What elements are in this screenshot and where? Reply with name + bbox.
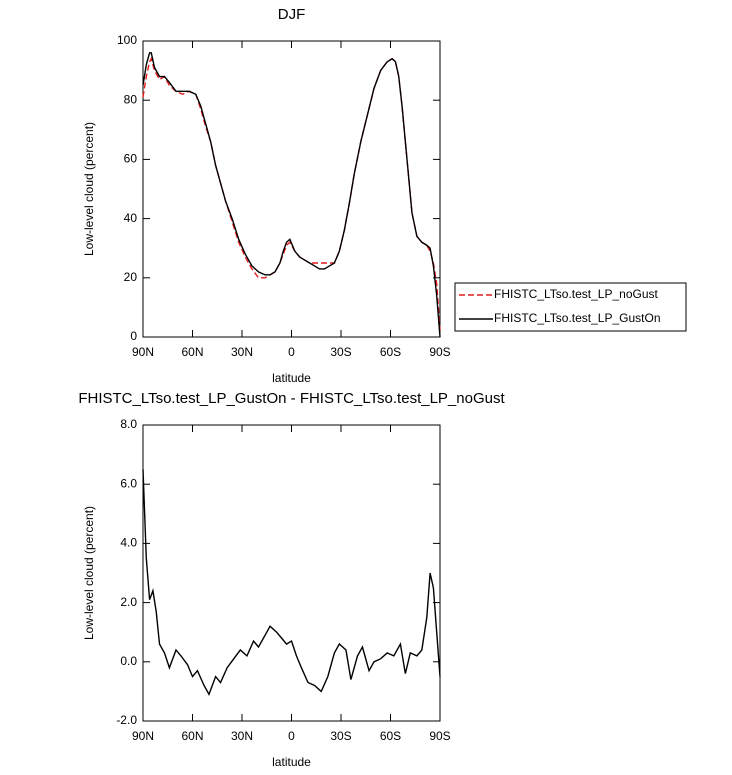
y-tick-label: 100 [117,33,137,47]
y-tick-label: 4.0 [120,536,137,550]
y-tick-label: 20 [124,270,138,284]
x-tick-label: 0 [288,345,295,359]
y-tick-label: 2.0 [120,595,137,609]
plot-frame [142,40,441,338]
x-tick-label: 90N [132,729,154,743]
data-line [142,56,441,332]
y-tick-label: 80 [124,92,138,106]
legend-label: FHISTC_LTso.test_LP_noGust [494,287,659,301]
x-tick-label: 30S [330,345,351,359]
y-tick-label: 8.0 [120,417,137,431]
y-tick-label: 6.0 [120,476,137,490]
y-tick-label: 0 [130,329,137,343]
y-axis-label: Low-level cloud (percent) [82,122,96,256]
data-line [142,52,441,338]
x-tick-label: 60S [380,729,401,743]
x-tick-label: 60S [380,345,401,359]
x-tick-label: 90S [429,729,450,743]
x-axis-label: latitude [272,371,311,385]
y-tick-label: -2.0 [116,713,137,727]
x-tick-label: 30N [231,729,253,743]
x-tick-label: 30N [231,345,253,359]
x-tick-label: 60N [181,729,203,743]
legend-label: FHISTC_LTso.test_LP_GustOn [494,311,661,325]
y-axis-label: Low-level cloud (percent) [82,506,96,640]
chart-title: FHISTC_LTso.test_LP_GustOn - FHISTC_LTso… [78,390,505,407]
plot-frame [142,424,441,722]
x-tick-label: 90S [429,345,450,359]
data-line [142,469,441,697]
chart-title: DJF [278,6,306,23]
x-axis-label: latitude [272,755,311,769]
x-tick-label: 0 [288,729,295,743]
x-tick-label: 30S [330,729,351,743]
y-tick-label: 60 [124,152,138,166]
y-tick-label: 40 [124,211,138,225]
x-tick-label: 90N [132,345,154,359]
x-tick-label: 60N [181,345,203,359]
legend-box [454,282,687,332]
y-tick-label: 0.0 [120,654,137,668]
